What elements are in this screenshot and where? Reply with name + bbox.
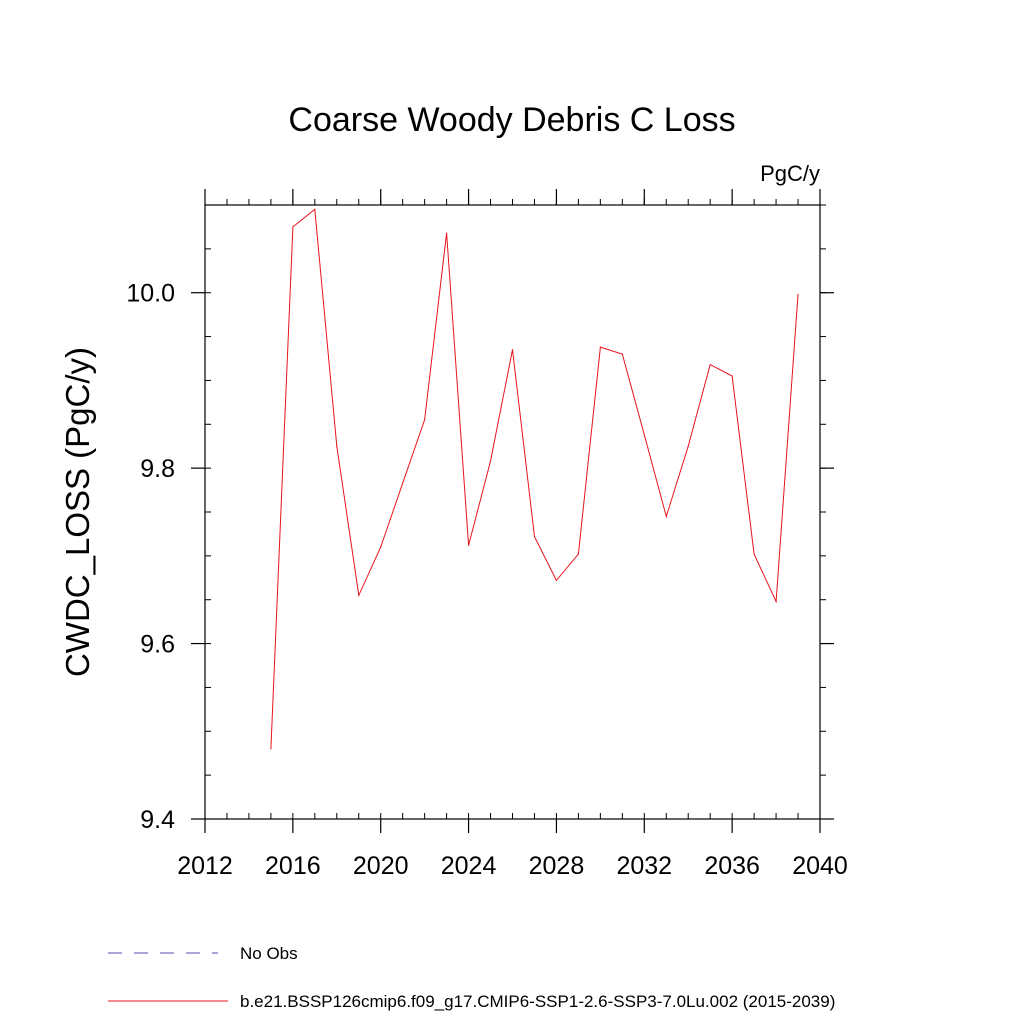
data-point — [709, 364, 711, 366]
x-tick-label: 2036 — [704, 852, 760, 880]
data-point — [643, 434, 645, 436]
y-axis-label: CWDC_LOSS (PgC/y) — [59, 347, 96, 677]
x-tick-label: 2012 — [177, 852, 233, 880]
x-tick-label: 2028 — [529, 852, 585, 880]
data-point — [446, 232, 448, 234]
y-tick-label: 9.8 — [140, 455, 175, 483]
chart-title: Coarse Woody Debris C Loss — [288, 101, 735, 139]
x-tick-label: 2016 — [265, 852, 321, 880]
data-point — [489, 460, 492, 462]
data-point — [380, 546, 382, 548]
data-point — [775, 600, 777, 603]
y-tick-label: 9.6 — [140, 631, 175, 659]
x-tick-label: 2032 — [616, 852, 672, 880]
data-point — [665, 515, 667, 518]
data-point — [731, 375, 733, 377]
data-point — [797, 293, 799, 296]
legend-label-no-obs: No Obs — [240, 944, 298, 963]
legend: No Obs b.e21.BSSP126cmip6.f09_g17.CMIP6-… — [108, 944, 835, 1011]
y-tick-label: 9.4 — [140, 806, 175, 834]
y-tick-label: 10.0 — [126, 280, 175, 308]
data-point — [314, 208, 316, 210]
data-point — [511, 349, 514, 351]
data-point — [533, 536, 536, 538]
data-point — [424, 419, 426, 421]
data-point — [270, 748, 272, 750]
data-point — [555, 579, 558, 582]
data-point — [599, 346, 602, 348]
data-point — [292, 226, 294, 228]
plot-frame — [204, 204, 821, 820]
x-tick-label: 2040 — [792, 852, 848, 880]
data-point — [402, 482, 404, 484]
data-point — [468, 544, 470, 546]
data-point — [687, 445, 689, 447]
data-point — [621, 353, 623, 355]
data-point — [358, 594, 360, 596]
y-axis: 9.4 9.6 9.8 10.0 — [126, 204, 834, 834]
units-label: PgC/y — [760, 161, 820, 186]
series-line-0 — [270, 208, 799, 749]
legend-label-model-run: b.e21.BSSP126cmip6.f09_g17.CMIP6-SSP1-2.… — [240, 992, 835, 1011]
series-layer — [270, 208, 799, 750]
data-point — [577, 553, 580, 555]
x-tick-label: 2020 — [353, 852, 409, 880]
data-point — [336, 445, 338, 447]
x-tick-label: 2024 — [441, 852, 497, 880]
data-point — [753, 553, 755, 555]
x-axis: 2012 2016 2020 2024 2028 2032 2036 2040 — [177, 189, 848, 880]
